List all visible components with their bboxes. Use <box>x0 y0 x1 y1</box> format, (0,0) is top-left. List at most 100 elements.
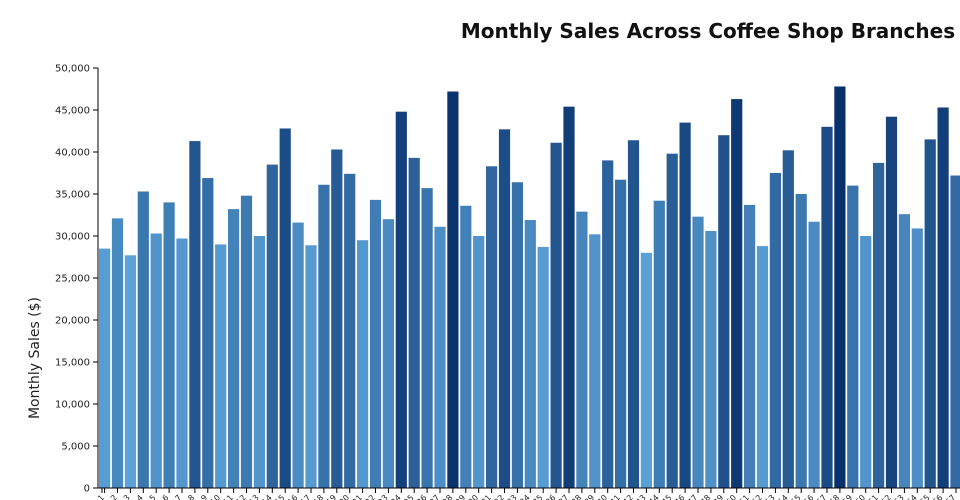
bar-21 <box>357 240 369 488</box>
x-tick-label: 52 <box>750 493 764 500</box>
bar-42 <box>627 140 640 489</box>
x-tick-label: 25 <box>402 493 416 500</box>
x-tick-label: 42 <box>621 493 635 500</box>
x-tick-label: 56 <box>802 493 816 500</box>
bar-23 <box>382 219 394 488</box>
x-tick-label: 36 <box>544 493 558 500</box>
bar-9 <box>202 178 214 489</box>
x-tick-label: 19 <box>325 493 339 500</box>
y-tick-label: 10,000 <box>55 400 90 411</box>
y-tick-label: 40,000 <box>55 148 90 159</box>
x-tick-label: 53 <box>763 493 777 500</box>
x-tick-label: 54 <box>776 493 790 500</box>
bar-64 <box>911 228 923 488</box>
y-tick-label: 25,000 <box>55 274 90 285</box>
bar-2 <box>111 218 124 489</box>
bar-25 <box>408 157 420 488</box>
bar-58 <box>834 86 846 488</box>
bar-8 <box>189 141 201 488</box>
x-tick-label: 38 <box>570 493 584 500</box>
bar-35 <box>537 246 549 488</box>
bar-3 <box>124 255 136 488</box>
x-tick-label: 50 <box>725 493 739 500</box>
bar-66 <box>937 107 949 488</box>
bar-47 <box>692 216 704 488</box>
bar-63 <box>898 214 910 488</box>
x-tick-label: 43 <box>634 493 648 500</box>
x-tick-label: 5 <box>148 493 158 500</box>
x-tick-label: 18 <box>312 493 326 500</box>
bar-17 <box>305 245 317 488</box>
x-tick-label: 6 <box>161 493 171 500</box>
x-tick-label: 20 <box>338 493 352 500</box>
x-tick-label: 40 <box>596 493 610 500</box>
x-tick-label: 35 <box>531 493 545 500</box>
bar-33 <box>511 182 523 489</box>
y-tick-label: 35,000 <box>55 190 90 201</box>
x-tick-label: 23 <box>376 493 390 500</box>
x-tick-label: 58 <box>828 493 842 500</box>
bar-54 <box>782 150 794 488</box>
x-tick-label: 28 <box>441 493 455 500</box>
bar-30 <box>473 236 485 488</box>
bar-49 <box>718 135 730 488</box>
bar-11 <box>228 209 240 488</box>
x-tick-label: 12 <box>234 493 248 500</box>
x-tick-label: 34 <box>518 493 532 500</box>
bar-38 <box>576 211 588 488</box>
bar-56 <box>808 221 820 488</box>
x-tick-label: 57 <box>815 493 829 500</box>
bar-55 <box>795 194 807 488</box>
y-tick-label: 5,000 <box>61 442 90 453</box>
x-tick-label: 32 <box>492 493 506 500</box>
x-tick-label: 29 <box>454 493 468 500</box>
bar-14 <box>266 164 278 488</box>
bar-45 <box>666 153 678 488</box>
x-tick-label: 1 <box>96 493 106 500</box>
bar-4 <box>137 191 149 489</box>
bar-48 <box>705 230 717 488</box>
bar-5 <box>150 233 162 488</box>
x-tick-label: 49 <box>712 493 726 500</box>
bar-19 <box>331 149 343 489</box>
x-tick-label: 60 <box>854 493 868 500</box>
bar-34 <box>524 220 536 489</box>
x-tick-label: 39 <box>583 493 597 500</box>
x-tick-label: 62 <box>879 493 893 500</box>
x-tick-label: 45 <box>660 493 674 500</box>
x-tick-label: 61 <box>866 493 880 500</box>
bar-37 <box>563 106 575 488</box>
bar-53 <box>769 173 781 488</box>
x-tick-label: 9 <box>199 493 209 500</box>
bar-67 <box>950 175 960 488</box>
x-tick-label: 21 <box>350 493 364 500</box>
x-tick-label: 22 <box>363 493 377 500</box>
bar-16 <box>292 222 304 488</box>
bar-26 <box>421 188 433 488</box>
bar-57 <box>821 126 833 489</box>
bar-22 <box>369 199 382 488</box>
y-tick-label: 15,000 <box>55 358 90 369</box>
bar-62 <box>885 116 898 488</box>
bar-52 <box>756 246 769 488</box>
bar-59 <box>847 185 859 488</box>
bar-50 <box>731 99 743 488</box>
x-tick-label: 65 <box>918 493 932 500</box>
x-tick-label: 11 <box>221 493 235 500</box>
bar-61 <box>873 162 885 489</box>
x-tick-label: 44 <box>647 493 661 500</box>
x-tick-label: 15 <box>273 493 287 500</box>
chart-title: Monthly Sales Across Coffee Shop Branche… <box>461 19 955 43</box>
x-tick-label: 17 <box>299 493 313 500</box>
x-tick-label: 47 <box>686 493 700 500</box>
bar-60 <box>860 236 872 488</box>
x-tick-label: 14 <box>260 493 274 500</box>
x-tick-label: 27 <box>428 493 442 500</box>
x-tick-label: 7 <box>173 493 183 500</box>
y-tick-label: 30,000 <box>55 232 90 243</box>
x-tick-label: 67 <box>944 493 958 500</box>
bar-15 <box>279 128 291 489</box>
x-tick-label: 51 <box>737 493 751 500</box>
x-tick-label: 37 <box>557 493 571 500</box>
